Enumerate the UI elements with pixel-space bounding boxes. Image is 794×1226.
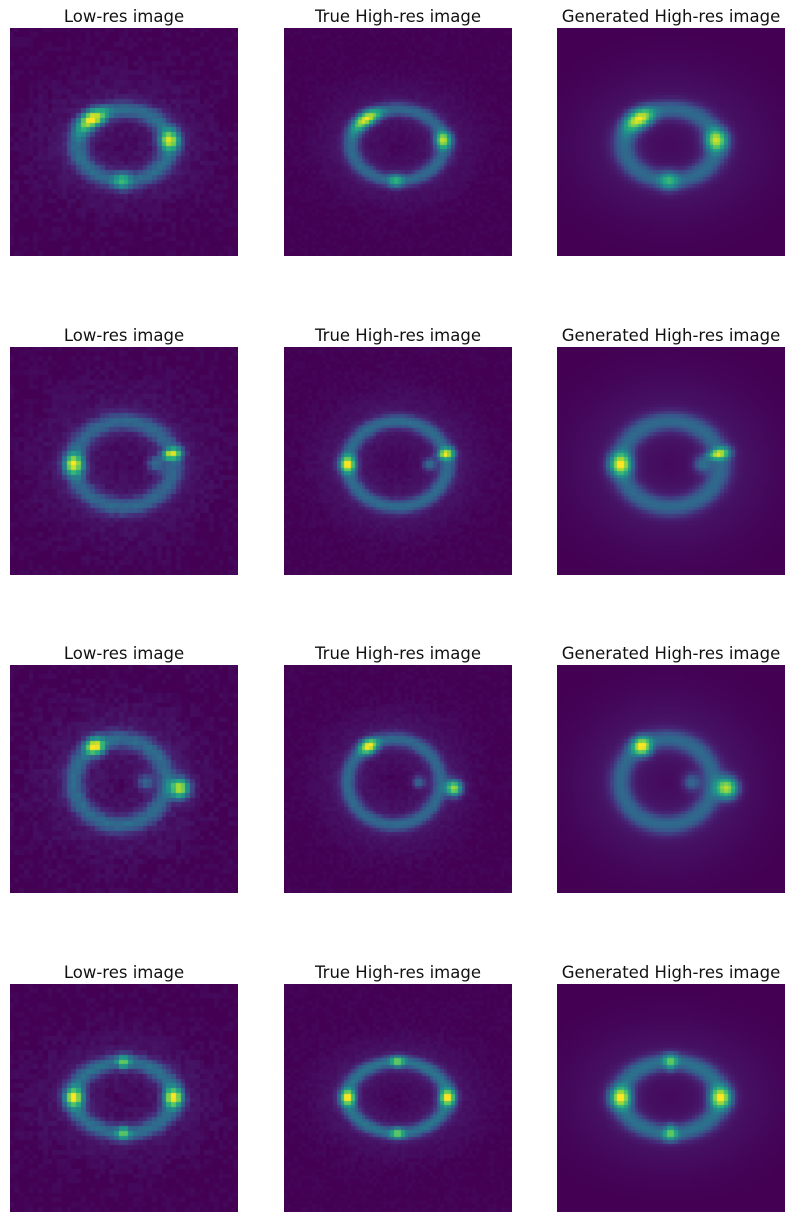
lens-image-generated-high-res [557,347,785,575]
panel-title: Generated High-res image [561,326,781,345]
panel-title: Low-res image [63,7,185,26]
lens-image-true-high-res [284,28,512,256]
panel-title: Generated High-res image [561,963,781,982]
lens-image-low-res [10,665,238,893]
panel-title: Generated High-res image [561,7,781,26]
panel-title: Low-res image [63,644,185,663]
lens-image-low-res [10,984,238,1212]
panel-title: True High-res image [315,963,481,982]
panel-title: Low-res image [63,326,185,345]
lens-image-true-high-res [284,984,512,1212]
panel-title: True High-res image [315,326,481,345]
lens-image-low-res [10,347,238,575]
lens-image-true-high-res [284,347,512,575]
lens-image-generated-high-res [557,984,785,1212]
lens-image-true-high-res [284,665,512,893]
lens-image-generated-high-res [557,665,785,893]
panel-title: True High-res image [315,7,481,26]
panel-title: Generated High-res image [561,644,781,663]
lens-image-low-res [10,28,238,256]
panel-title: True High-res image [315,644,481,663]
panel-title: Low-res image [63,963,185,982]
lens-image-generated-high-res [557,28,785,256]
